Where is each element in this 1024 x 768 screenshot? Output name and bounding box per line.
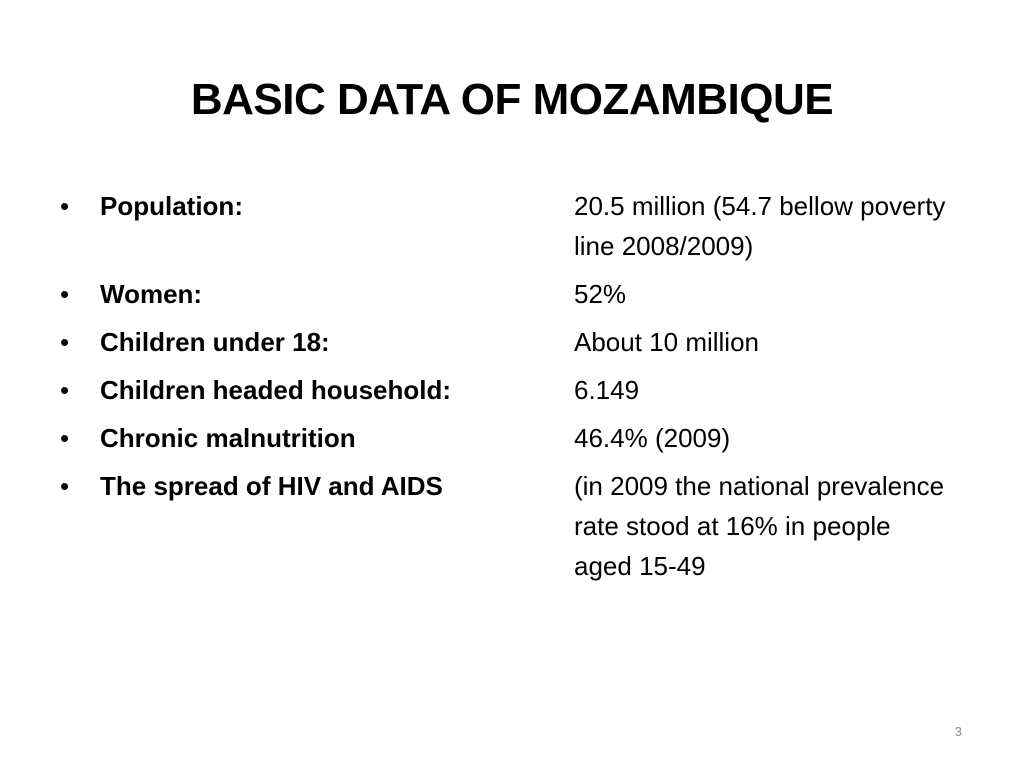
item-value: 6.149 bbox=[574, 375, 640, 405]
list-item-women: • Women: 52% bbox=[60, 274, 980, 314]
list-item-children-headed-household: • Children headed household: 6.149 bbox=[60, 370, 980, 410]
bullet-icon: • bbox=[60, 423, 70, 453]
bullet-icon: • bbox=[60, 279, 70, 309]
list-item-hiv-aids: • The spread of HIV and AIDS (in 2009 th… bbox=[60, 466, 980, 586]
item-value: 20.5 million (54.7 bellow poverty line 2… bbox=[574, 191, 946, 261]
list-item-population: • Population: 20.5 million (54.7 bellow … bbox=[60, 186, 980, 266]
slide-title: BASIC DATA OF MOZAMBIQUE bbox=[190, 75, 834, 124]
item-label: Chronic malnutrition bbox=[100, 423, 356, 453]
list-item-chronic-malnutrition: • Chronic malnutrition 46.4% (2009) bbox=[60, 418, 980, 458]
bullet-icon: • bbox=[60, 471, 70, 501]
slide-number: 3 bbox=[954, 724, 962, 739]
item-label: Women: bbox=[100, 279, 203, 309]
item-label: Population: bbox=[100, 191, 243, 221]
item-label: The spread of HIV and AIDS bbox=[100, 471, 443, 501]
bullet-icon: • bbox=[60, 191, 70, 221]
bullet-icon: • bbox=[60, 375, 70, 405]
item-value: (in 2009 the national prevalence rate st… bbox=[574, 471, 945, 581]
item-label: Children under 18: bbox=[100, 327, 330, 357]
bullet-icon: • bbox=[60, 327, 70, 357]
list-item-children-under-18: • Children under 18: About 10 million bbox=[60, 322, 980, 362]
item-value: 46.4% (2009) bbox=[574, 423, 731, 453]
bullet-list: • Population: 20.5 million (54.7 bellow … bbox=[60, 186, 980, 594]
item-label: Children headed household: bbox=[100, 375, 452, 405]
item-value: 52% bbox=[574, 279, 627, 309]
item-value: About 10 million bbox=[574, 327, 759, 357]
